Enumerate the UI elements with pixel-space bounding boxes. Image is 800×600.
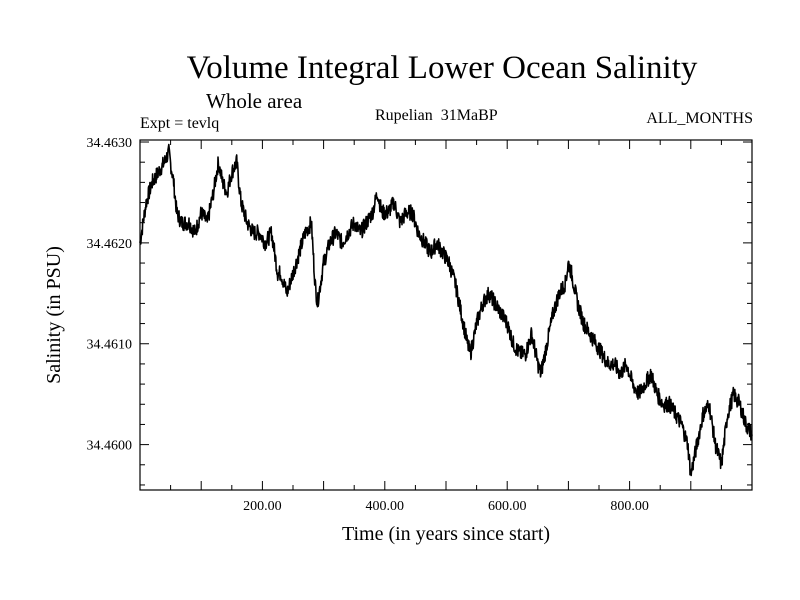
salinity-series-line xyxy=(139,143,753,477)
months-label: ALL_MONTHS xyxy=(646,110,753,127)
y-axis-label: Salinity (in PSU) xyxy=(43,246,65,384)
chart-title: Volume Integral Lower Ocean Salinity xyxy=(186,50,698,86)
chart-subtitle: Whole area xyxy=(206,89,303,113)
y-tick-label: 34.4620 xyxy=(87,237,133,252)
x-axis-label: Time (in years since start) xyxy=(342,523,550,545)
plot-frame xyxy=(139,139,753,491)
experiment-label: Expt = tevlq xyxy=(140,115,220,132)
y-tick-label: 34.4610 xyxy=(87,338,133,353)
series-group xyxy=(139,143,753,477)
period-label: Rupelian 31MaBP xyxy=(375,107,498,124)
axis-tick-labels: 200.00 400.00 600.00 800.00 34.4600 34.4610 34… xyxy=(87,136,649,514)
axis-ticks xyxy=(140,140,752,490)
x-tick-label: 800.00 xyxy=(610,499,649,514)
x-tick-label: 600.00 xyxy=(488,499,527,514)
x-tick-label: 400.00 xyxy=(366,499,405,514)
y-tick-label: 34.4630 xyxy=(87,136,133,151)
x-tick-label: 200.00 xyxy=(243,499,282,514)
y-tick-label: 34.4600 xyxy=(87,439,133,454)
